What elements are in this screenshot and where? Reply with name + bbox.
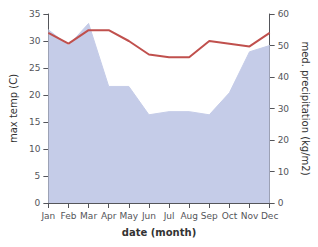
svg-text:Oct: Oct (222, 211, 238, 221)
svg-text:Nov: Nov (241, 211, 259, 221)
svg-text:max temp (C): max temp (C) (8, 74, 19, 143)
svg-text:med. precipitation (kg/m2): med. precipitation (kg/m2) (300, 41, 311, 175)
svg-text:date (month): date (month) (122, 227, 196, 238)
svg-text:5: 5 (35, 171, 41, 181)
svg-text:Sep: Sep (201, 211, 218, 221)
svg-text:50: 50 (278, 41, 290, 51)
svg-text:Mar: Mar (80, 211, 97, 221)
svg-text:Feb: Feb (61, 211, 77, 221)
svg-text:Apr: Apr (101, 211, 117, 221)
svg-text:May: May (120, 211, 139, 221)
svg-text:Aug: Aug (180, 211, 198, 221)
svg-text:20: 20 (278, 135, 290, 145)
svg-text:25: 25 (29, 63, 40, 73)
svg-text:0: 0 (35, 198, 41, 208)
svg-text:10: 10 (278, 167, 290, 177)
svg-text:30: 30 (29, 36, 41, 46)
svg-text:20: 20 (29, 90, 41, 100)
svg-text:30: 30 (278, 104, 290, 114)
svg-text:Jun: Jun (141, 211, 156, 221)
svg-text:40: 40 (278, 72, 290, 82)
svg-text:Jan: Jan (40, 211, 55, 221)
svg-text:Jul: Jul (163, 211, 175, 221)
svg-text:Dec: Dec (261, 211, 278, 221)
svg-text:15: 15 (29, 117, 40, 127)
svg-text:60: 60 (278, 9, 290, 19)
svg-text:0: 0 (278, 198, 284, 208)
svg-text:35: 35 (29, 9, 40, 19)
svg-text:10: 10 (29, 144, 41, 154)
